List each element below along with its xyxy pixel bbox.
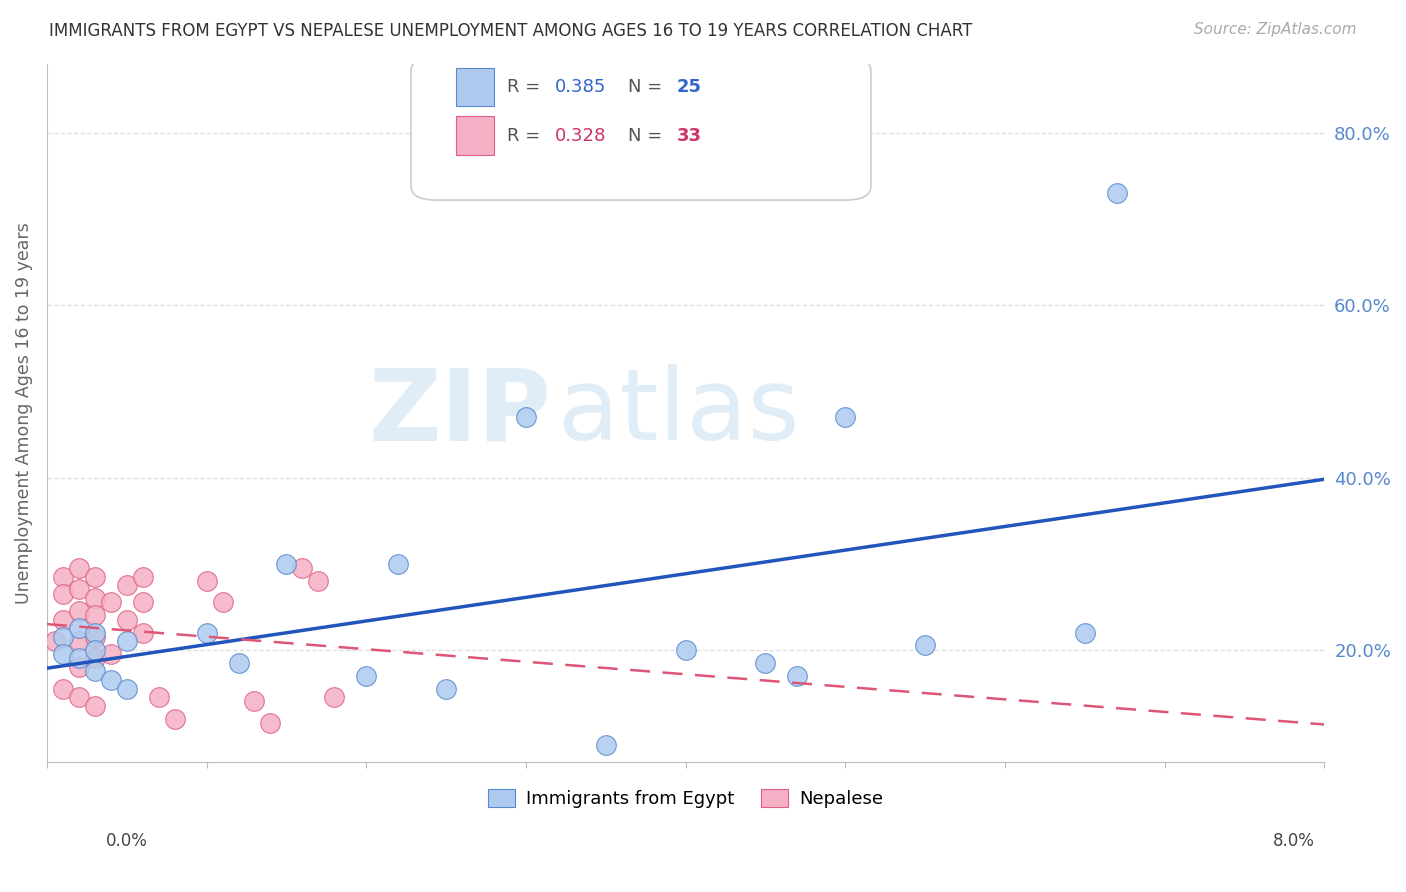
Point <box>115 613 138 627</box>
Point <box>67 621 90 635</box>
Point <box>515 410 537 425</box>
Point <box>100 673 122 687</box>
Text: N =: N = <box>628 127 668 145</box>
FancyBboxPatch shape <box>456 68 494 106</box>
Text: 0.385: 0.385 <box>555 78 607 95</box>
Point <box>100 647 122 661</box>
Point <box>52 681 75 696</box>
Point <box>163 712 186 726</box>
Point <box>307 574 329 588</box>
Point <box>115 578 138 592</box>
Point <box>356 668 378 682</box>
Point <box>83 698 105 713</box>
Point <box>67 582 90 597</box>
Point <box>52 569 75 583</box>
Text: R =: R = <box>506 78 546 95</box>
Point <box>83 591 105 606</box>
Text: 33: 33 <box>676 127 702 145</box>
Text: Source: ZipAtlas.com: Source: ZipAtlas.com <box>1194 22 1357 37</box>
Point <box>131 625 153 640</box>
Text: 0.0%: 0.0% <box>105 831 148 849</box>
Point <box>291 561 314 575</box>
Point <box>100 595 122 609</box>
FancyBboxPatch shape <box>456 116 494 155</box>
Point <box>131 569 153 583</box>
Y-axis label: Unemployment Among Ages 16 to 19 years: Unemployment Among Ages 16 to 19 years <box>15 222 32 604</box>
Point <box>83 665 105 679</box>
Point <box>786 668 808 682</box>
Point <box>276 557 298 571</box>
Point <box>52 587 75 601</box>
Point <box>83 651 105 665</box>
Text: R =: R = <box>506 127 546 145</box>
Legend: Immigrants from Egypt, Nepalese: Immigrants from Egypt, Nepalese <box>481 781 890 815</box>
Point <box>675 642 697 657</box>
Point <box>115 681 138 696</box>
Point <box>754 656 776 670</box>
Point <box>83 569 105 583</box>
Point <box>67 651 90 665</box>
Point <box>52 630 75 644</box>
Text: 8.0%: 8.0% <box>1272 831 1315 849</box>
Point <box>228 656 250 670</box>
FancyBboxPatch shape <box>411 57 870 200</box>
Point <box>83 608 105 623</box>
Point <box>834 410 856 425</box>
Point <box>1074 625 1097 640</box>
Point <box>83 625 105 640</box>
Text: IMMIGRANTS FROM EGYPT VS NEPALESE UNEMPLOYMENT AMONG AGES 16 TO 19 YEARS CORRELA: IMMIGRANTS FROM EGYPT VS NEPALESE UNEMPL… <box>49 22 973 40</box>
Point <box>115 634 138 648</box>
Point <box>131 595 153 609</box>
Point <box>83 630 105 644</box>
Point <box>67 660 90 674</box>
Point <box>52 647 75 661</box>
Text: ZIP: ZIP <box>368 365 551 461</box>
Point <box>195 574 218 588</box>
Point <box>67 634 90 648</box>
Text: 0.328: 0.328 <box>555 127 607 145</box>
Point <box>434 681 457 696</box>
Point <box>52 613 75 627</box>
Point <box>195 625 218 640</box>
Point <box>44 634 66 648</box>
Point <box>67 690 90 705</box>
Point <box>148 690 170 705</box>
Text: 25: 25 <box>676 78 702 95</box>
Point <box>67 604 90 618</box>
Point <box>211 595 233 609</box>
Point <box>1105 186 1128 201</box>
Point <box>243 694 266 708</box>
Point <box>83 642 105 657</box>
Point <box>914 639 936 653</box>
Point <box>323 690 346 705</box>
Point <box>387 557 409 571</box>
Point <box>259 716 281 731</box>
Point <box>595 738 617 752</box>
Point <box>67 561 90 575</box>
Text: N =: N = <box>628 78 668 95</box>
Text: atlas: atlas <box>558 365 800 461</box>
